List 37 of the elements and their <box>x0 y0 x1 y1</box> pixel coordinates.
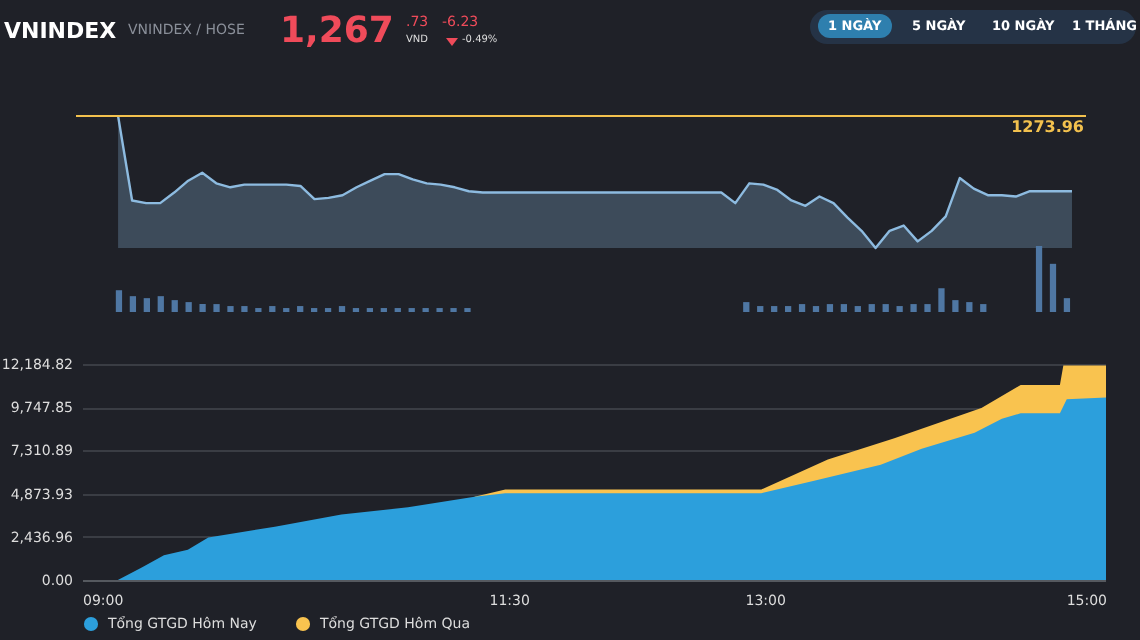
bar <box>269 306 276 312</box>
bar <box>798 304 806 312</box>
bar <box>938 288 945 312</box>
bar <box>952 300 959 312</box>
bar <box>115 290 123 312</box>
annotation: 1273.96 <box>1011 118 1085 136</box>
bar <box>757 306 764 312</box>
bar <box>910 304 917 312</box>
bar <box>1049 263 1057 312</box>
bar <box>980 304 987 312</box>
text: VNINDEX <box>4 18 117 44</box>
bar <box>213 304 220 312</box>
bar <box>199 304 206 312</box>
bar <box>854 306 861 312</box>
bar <box>882 304 889 312</box>
bar <box>966 302 973 312</box>
bar <box>1063 298 1071 312</box>
bar <box>812 306 820 312</box>
bar <box>784 306 792 312</box>
text: 1,267 <box>280 10 394 52</box>
bar <box>338 306 346 312</box>
bar <box>129 296 137 312</box>
bar <box>826 304 834 312</box>
bar <box>743 302 750 312</box>
bar <box>185 302 192 312</box>
bar <box>840 304 848 312</box>
bar <box>771 306 778 312</box>
bar <box>924 304 931 312</box>
bar <box>1035 246 1043 312</box>
bar <box>896 306 903 312</box>
bar <box>157 296 164 312</box>
bar <box>227 306 234 312</box>
bar <box>241 306 248 312</box>
bar <box>143 298 150 312</box>
bar <box>868 304 875 312</box>
bar <box>171 300 178 312</box>
bar <box>297 306 304 312</box>
